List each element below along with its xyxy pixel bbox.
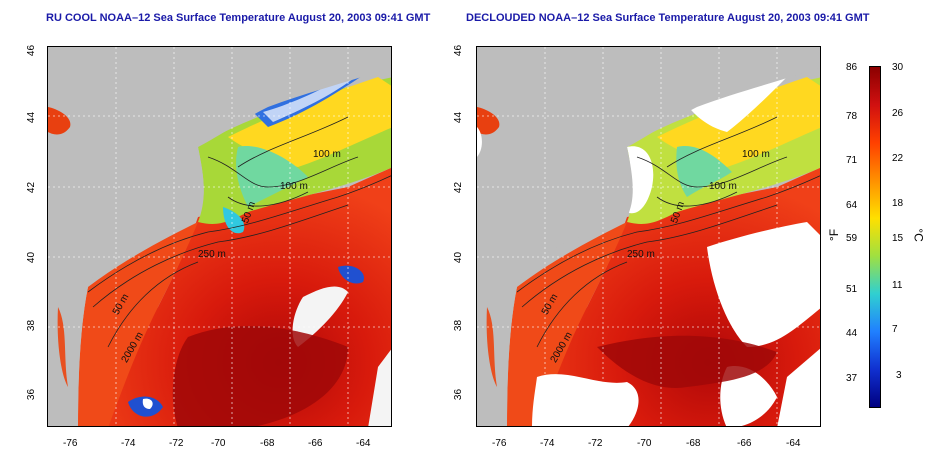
y-tick-label: 40	[453, 251, 465, 264]
y-tick-label: 42	[453, 181, 465, 194]
x-tick-label: -68	[686, 438, 701, 449]
right-sst-map: 100 m 100 m 50 m 250 m 50 m 2000 m	[476, 46, 821, 427]
land-mass	[48, 47, 391, 426]
fahrenheit-tick: 64	[846, 200, 858, 211]
y-tick-label: 42	[26, 181, 38, 194]
temperature-colorbar	[869, 66, 881, 408]
x-tick-label: -64	[786, 438, 801, 449]
celsius-tick: 7	[892, 324, 898, 335]
left-sst-map: 100 m 100 m 50 m 250 m 50 m 2000 m	[47, 46, 392, 427]
celsius-tick: 26	[892, 108, 904, 119]
fahrenheit-tick: 59	[846, 233, 858, 244]
x-tick-label: -66	[308, 438, 323, 449]
x-tick-label: -74	[540, 438, 555, 449]
left-map-title: RU COOL NOAA–12 Sea Surface Temperature …	[46, 12, 431, 24]
bathymetry-contours	[87, 116, 391, 348]
y-tick-label: 44	[26, 111, 38, 124]
y-tick-label: 38	[453, 319, 465, 332]
y-tick-label: 46	[26, 44, 38, 57]
x-tick-label: -70	[211, 438, 226, 449]
contour-label: 100 m	[280, 181, 308, 192]
x-tick-label: -64	[356, 438, 371, 449]
celsius-tick: 15	[892, 233, 904, 244]
right-map-canvas	[477, 47, 820, 426]
y-tick-label: 46	[453, 44, 465, 57]
contour-label: 250 m	[627, 249, 655, 260]
fahrenheit-tick: 78	[846, 111, 858, 122]
celsius-unit-label: °C	[911, 228, 926, 242]
y-tick-label: 38	[26, 319, 38, 332]
y-tick-label: 36	[453, 388, 465, 401]
cloud-patch	[292, 286, 348, 347]
x-tick-label: -70	[637, 438, 652, 449]
x-tick-label: -76	[492, 438, 507, 449]
fahrenheit-tick: 37	[846, 373, 858, 384]
x-tick-label: -68	[260, 438, 275, 449]
fahrenheit-unit-label: °F	[827, 228, 842, 242]
celsius-tick: 22	[892, 153, 904, 164]
celsius-tick: 11	[892, 280, 903, 291]
fahrenheit-tick: 51	[846, 284, 858, 295]
y-tick-label: 44	[453, 111, 465, 124]
fahrenheit-tick: 71	[846, 155, 858, 166]
contour-label: 100 m	[313, 149, 341, 160]
x-tick-label: -72	[588, 438, 603, 449]
left-map-canvas	[48, 47, 391, 426]
y-tick-label: 40	[26, 251, 38, 264]
fahrenheit-tick: 86	[846, 62, 858, 73]
shelf-region	[78, 222, 198, 426]
fahrenheit-tick: 44	[846, 328, 858, 339]
right-map-title: DECLOUDED NOAA–12 Sea Surface Temperatur…	[466, 12, 870, 24]
x-tick-label: -76	[63, 438, 78, 449]
x-tick-label: -72	[169, 438, 184, 449]
celsius-tick: 3	[896, 370, 902, 381]
contour-label: 100 m	[742, 149, 770, 160]
contour-label: 100 m	[709, 181, 737, 192]
celsius-tick: 30	[892, 62, 904, 73]
y-tick-label: 36	[26, 388, 38, 401]
bathymetry-contours	[516, 116, 820, 348]
celsius-tick: 18	[892, 198, 904, 209]
contour-label: 250 m	[198, 249, 226, 260]
x-tick-label: -74	[121, 438, 136, 449]
x-tick-label: -66	[737, 438, 752, 449]
